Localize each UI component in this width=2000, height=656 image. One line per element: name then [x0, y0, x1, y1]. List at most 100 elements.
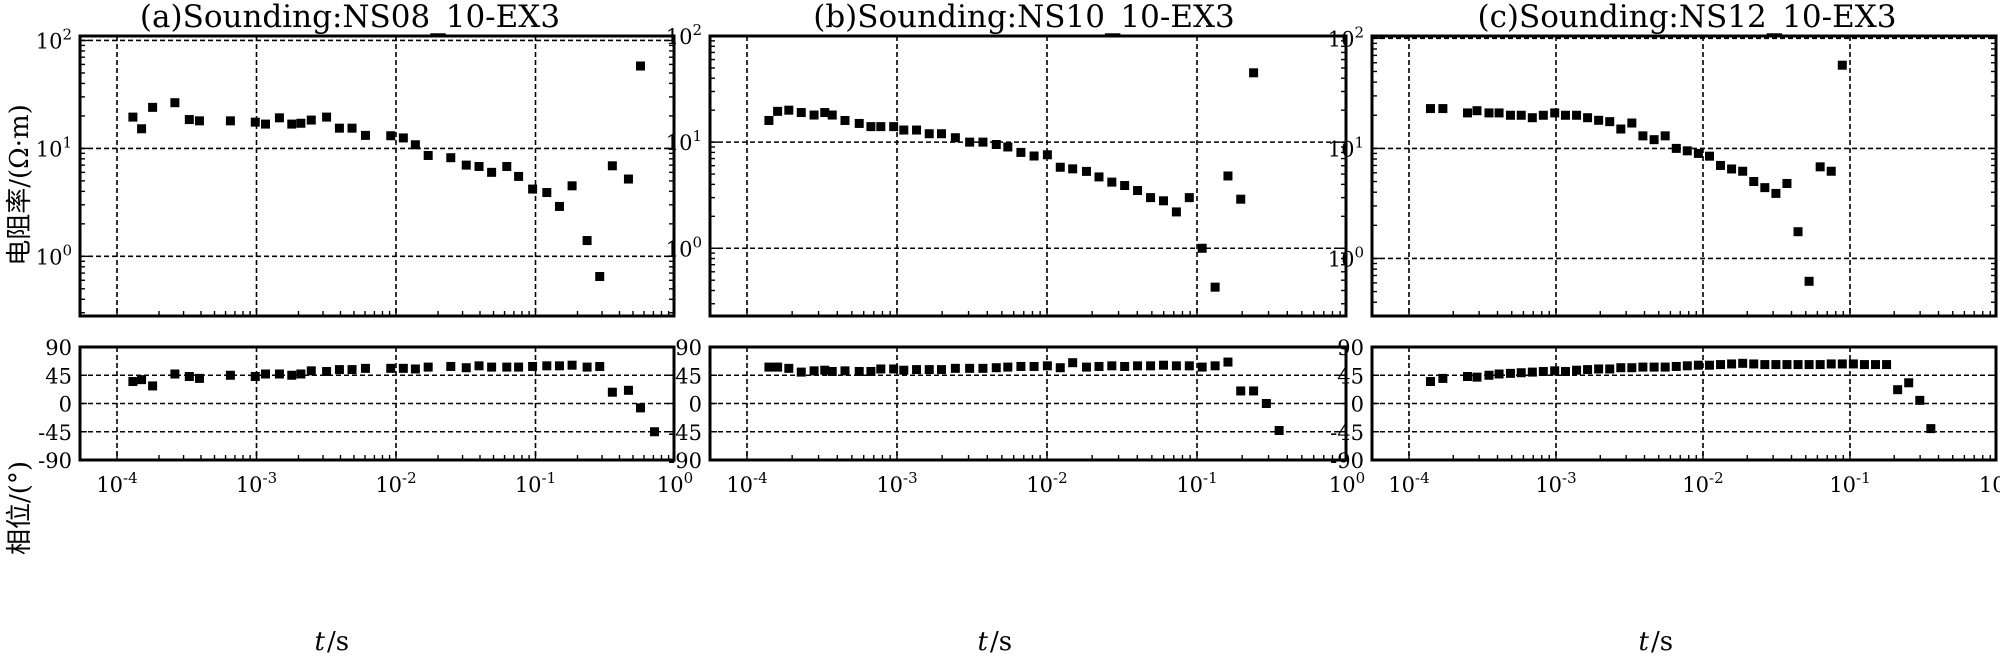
data-point — [1572, 110, 1582, 120]
data-point — [889, 364, 899, 374]
y-tick-label: 102 — [36, 25, 72, 53]
y-tick-label: 45 — [1337, 364, 1364, 388]
data-point — [322, 366, 332, 376]
data-point — [410, 364, 420, 374]
data-point — [1760, 183, 1770, 193]
data-point — [1859, 360, 1869, 370]
data-point — [1638, 131, 1648, 141]
data-point — [322, 112, 332, 122]
x-axis-label-c: t /s — [1639, 627, 1674, 656]
data-point — [1804, 360, 1814, 370]
y-tick-label: 45 — [45, 364, 72, 388]
data-point — [796, 367, 806, 377]
data-point — [784, 363, 794, 373]
data-point — [554, 201, 564, 211]
data-point — [1727, 164, 1737, 174]
y-tick-label: -45 — [668, 421, 702, 445]
data-point — [924, 129, 934, 139]
panel-c: 100 101 102 90 45 0 -45 -90 10-4 10-3 10-2 10-1 100 — [1328, 23, 2000, 497]
y-tick-label: 101 — [666, 127, 702, 155]
data-point — [820, 365, 830, 375]
data-point — [398, 363, 408, 373]
data-point — [1749, 177, 1759, 187]
data-point — [1560, 366, 1570, 376]
x-tick-label: 10-4 — [96, 469, 137, 497]
data-point — [1616, 363, 1626, 373]
resistivity-plot: 100 101 102 — [1328, 23, 1998, 318]
data-point — [899, 125, 909, 135]
data-point — [1771, 360, 1781, 370]
panel-b: 100 101 102 90 45 0 -45 -90 10-4 10-3 10-2 10-1 100 — [666, 21, 1365, 497]
data-point — [1184, 361, 1194, 371]
phase-plot: 90 45 0 -45 -90 — [668, 336, 1348, 473]
data-point — [1223, 171, 1233, 181]
data-point — [773, 106, 783, 116]
data-point — [1081, 362, 1091, 372]
data-point — [1146, 193, 1156, 203]
data-point — [487, 362, 497, 372]
data-point — [225, 116, 235, 126]
data-point — [250, 117, 260, 127]
data-point — [950, 133, 960, 143]
data-point — [1210, 361, 1220, 371]
data-point — [1727, 359, 1737, 369]
data-point — [1527, 113, 1537, 123]
y-tick-label: 100 — [666, 233, 702, 261]
data-point — [1771, 188, 1781, 198]
y-tick-label: 0 — [59, 393, 72, 417]
data-point — [1693, 360, 1703, 370]
data-point — [978, 363, 988, 373]
data-point — [924, 365, 934, 375]
data-point — [170, 369, 180, 379]
data-point — [1146, 361, 1156, 371]
data-point — [137, 375, 147, 385]
y-tick-label: 90 — [1337, 336, 1364, 360]
data-point — [1815, 162, 1825, 172]
data-point — [1159, 360, 1169, 370]
data-point — [528, 361, 538, 371]
data-point — [1782, 360, 1792, 370]
data-point — [635, 403, 645, 413]
x-tick-label: 10-2 — [375, 469, 416, 497]
x-label-unit: /s — [990, 627, 1012, 656]
data-point — [1249, 386, 1259, 396]
data-point — [936, 129, 946, 139]
data-point — [1793, 360, 1803, 370]
x-tick-label: 10-4 — [1388, 469, 1429, 497]
data-point — [1003, 142, 1013, 152]
data-point — [250, 372, 260, 382]
x-tick-label: 10-4 — [726, 469, 767, 497]
data-point — [1682, 146, 1692, 156]
data-point — [1003, 362, 1013, 372]
y-tick-label: -90 — [1330, 449, 1364, 473]
data-point — [274, 113, 284, 123]
data-point — [1494, 369, 1504, 379]
data-point — [502, 362, 512, 372]
x-tick-label: 10-1 — [1829, 469, 1870, 497]
data-point — [1042, 361, 1052, 371]
data-point — [1505, 368, 1515, 378]
data-point — [386, 131, 396, 141]
data-point — [1029, 361, 1039, 371]
data-point — [820, 108, 830, 118]
data-point — [1560, 110, 1570, 120]
data-point — [1527, 367, 1537, 377]
data-point — [764, 115, 774, 125]
phase-plot: 90 45 0 -45 -90 — [38, 336, 676, 473]
data-point — [623, 385, 633, 395]
data-point — [194, 373, 204, 383]
y-tick-label: -45 — [38, 421, 72, 445]
data-point — [1760, 360, 1770, 370]
x-tick-label: 10-3 — [876, 469, 917, 497]
panel-a: 100 101 102 90 45 0 -45 -90 10-4 10-3 10-2 10-1 100 — [36, 25, 693, 497]
data-point — [423, 362, 433, 372]
data-point — [1171, 361, 1181, 371]
y-axis-label-phase: 相位/(°) — [5, 461, 35, 555]
data-point — [274, 369, 284, 379]
data-point — [809, 366, 819, 376]
data-point — [542, 361, 552, 371]
data-point — [809, 110, 819, 120]
y-tick-label: -90 — [38, 449, 72, 473]
data-point — [528, 184, 538, 194]
